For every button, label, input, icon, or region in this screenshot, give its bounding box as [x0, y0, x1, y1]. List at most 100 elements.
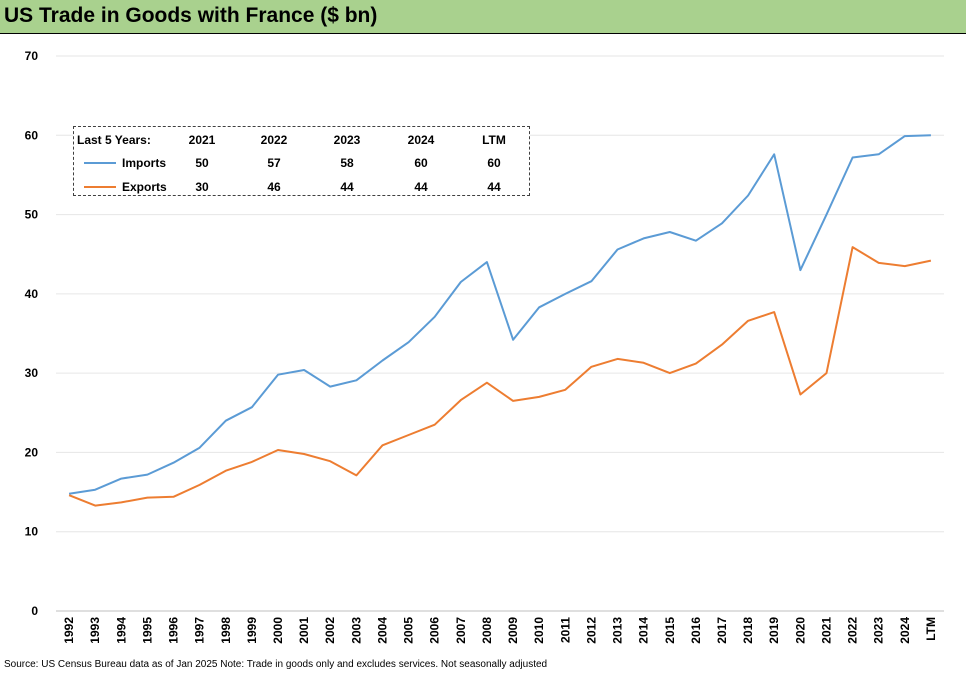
exports-point [460, 399, 462, 401]
x-tick-label: 2012 [584, 617, 598, 644]
imports-point [434, 316, 436, 318]
x-tick-label: 2018 [741, 617, 755, 644]
exports-point [904, 265, 906, 267]
imports-point [878, 153, 880, 155]
x-tick-label: 2022 [846, 617, 860, 644]
imports-point [721, 222, 723, 224]
exports-point [799, 394, 801, 396]
exports-point [303, 453, 305, 455]
exports-point [930, 260, 932, 262]
x-tick-label: 2006 [428, 617, 442, 644]
y-tick-label: 70 [25, 49, 39, 63]
x-tick-label: 2000 [271, 617, 285, 644]
imports-point [277, 374, 279, 376]
y-tick-label: 40 [25, 287, 39, 301]
imports-point [643, 237, 645, 239]
exports-point [199, 484, 201, 486]
x-tick-label: 2013 [611, 617, 625, 644]
imports-point [695, 240, 697, 242]
imports-point [329, 386, 331, 388]
imports-value-2022: 57 [267, 156, 281, 170]
exports-point [721, 344, 723, 346]
exports-point [94, 505, 96, 507]
imports-point [930, 134, 932, 136]
source-note: Source: US Census Bureau data as of Jan … [4, 659, 548, 670]
imports-point [408, 341, 410, 343]
legend-table: Last 5 Years: 2021 2022 2023 2024 LTM Im… [73, 126, 530, 196]
imports-point [303, 369, 305, 371]
imports-point [146, 474, 148, 476]
exports-point [381, 444, 383, 446]
x-tick-label: LTM [924, 617, 938, 641]
x-tick-label: 1998 [219, 617, 233, 644]
x-tick-label: 2017 [715, 617, 729, 644]
x-tick-label: 2023 [872, 617, 886, 644]
exports-point [825, 372, 827, 374]
x-tick-label: 2015 [663, 617, 677, 644]
imports-point [225, 420, 227, 422]
imports-point [460, 281, 462, 283]
exports-point [408, 434, 410, 436]
x-tick-label: 2021 [819, 617, 833, 644]
imports-point [199, 447, 201, 449]
exports-point [512, 400, 514, 402]
exports-point [564, 389, 566, 391]
legend-column-2023: 2023 [333, 133, 361, 147]
y-tick-label: 10 [25, 525, 39, 539]
imports-point [381, 359, 383, 361]
y-tick-label: 50 [25, 208, 39, 222]
exports-value-ltm: 44 [487, 180, 501, 194]
x-tick-label: 2016 [689, 617, 703, 644]
imports-point [799, 269, 801, 271]
imports-value-2021: 50 [195, 156, 209, 170]
exports-value-2022: 46 [267, 180, 281, 194]
exports-point [538, 396, 540, 398]
exports-point [68, 494, 70, 496]
x-tick-label: 1993 [88, 617, 102, 644]
imports-point [486, 261, 488, 263]
exports-point [329, 460, 331, 462]
exports-point [669, 372, 671, 374]
exports-point [120, 501, 122, 503]
exports-value-2021: 30 [195, 180, 209, 194]
imports-value-2024: 60 [414, 156, 428, 170]
x-tick-label: 1999 [245, 617, 259, 644]
exports-point [617, 358, 619, 360]
exports-point [590, 366, 592, 368]
imports-point [669, 231, 671, 233]
title-bar: US Trade in Goods with France ($ bn) [0, 0, 966, 34]
exports-point [434, 424, 436, 426]
x-tick-label: 2004 [375, 617, 389, 644]
exports-point [695, 363, 697, 365]
imports-series-line [68, 134, 931, 495]
x-tick-label: 2024 [898, 617, 912, 644]
x-tick-label: 2011 [558, 617, 572, 643]
legend-column-2021: 2021 [188, 133, 216, 147]
imports-point [251, 406, 253, 408]
y-tick-label: 0 [31, 604, 38, 618]
x-tick-label: 2005 [402, 617, 416, 644]
imports-point [590, 280, 592, 282]
imports-point [538, 306, 540, 308]
exports-point [251, 461, 253, 463]
exports-legend-swatch [84, 186, 116, 188]
x-tick-label: 2008 [480, 617, 494, 644]
imports-point [512, 339, 514, 341]
x-tick-label: 1997 [193, 617, 207, 644]
exports-point [146, 497, 148, 499]
exports-legend-label: Exports [122, 180, 167, 194]
imports-point [852, 156, 854, 158]
exports-point [486, 382, 488, 384]
imports-point [355, 379, 357, 381]
chart-title: US Trade in Goods with France ($ bn) [4, 4, 378, 27]
exports-point [852, 246, 854, 248]
x-tick-label: 2001 [297, 617, 311, 644]
imports-legend-swatch [84, 162, 116, 164]
imports-point [747, 195, 749, 197]
exports-point [773, 311, 775, 313]
exports-value-2024: 44 [414, 180, 428, 194]
x-tick-label: 2019 [767, 617, 781, 644]
exports-point [355, 474, 357, 476]
y-tick-label: 20 [25, 445, 39, 459]
imports-point [825, 214, 827, 216]
